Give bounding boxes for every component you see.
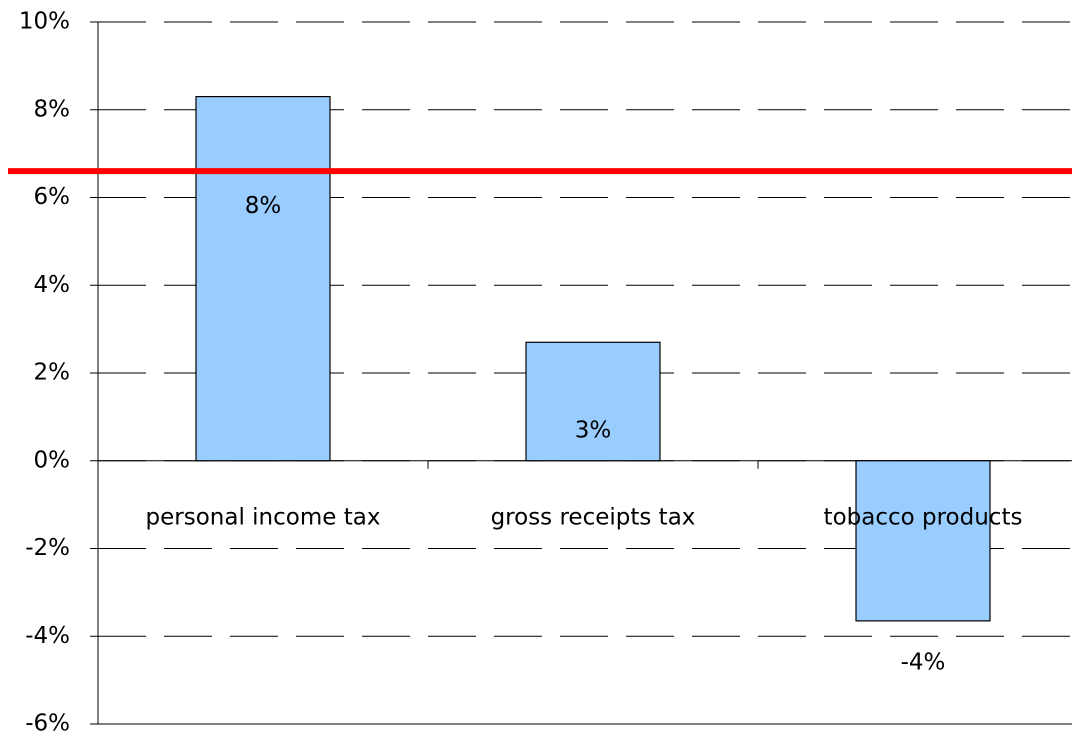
y-tick-label: -6% — [25, 711, 70, 737]
y-tick-label: 6% — [34, 184, 71, 210]
y-tick-label: -4% — [25, 623, 70, 649]
y-tick-label: 2% — [34, 360, 71, 386]
x-tick-label: personal income tax — [146, 505, 381, 531]
data-label: 3% — [575, 418, 612, 444]
y-tick-label: 0% — [34, 447, 71, 473]
bar — [525, 341, 661, 462]
y-tick-label: -2% — [25, 535, 70, 561]
data-label: -4% — [901, 649, 946, 675]
y-tick-label: 10% — [19, 9, 70, 35]
bar — [855, 460, 991, 622]
y-tick-label: 4% — [34, 272, 71, 298]
x-tick-label: gross receipts tax — [491, 505, 696, 531]
y-tick-label: 8% — [34, 96, 71, 122]
x-tick-label: tobacco products — [824, 505, 1023, 531]
bar — [195, 95, 331, 462]
data-label: 8% — [245, 193, 282, 219]
